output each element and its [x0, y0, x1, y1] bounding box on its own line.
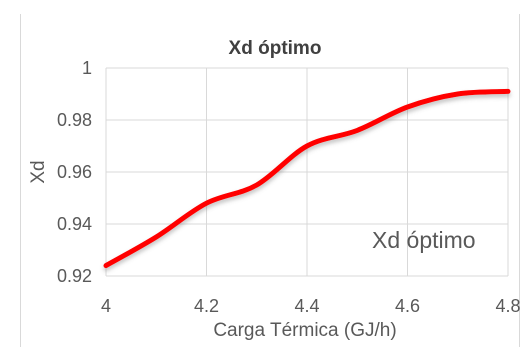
chart-frame — [20, 14, 520, 347]
series-line-xd-optimo — [103, 88, 511, 269]
y-tick-label-1: 0.98 — [57, 110, 92, 130]
x-tick-label-3: 4.6 — [395, 296, 420, 316]
x-tick-label-0: 4 — [101, 296, 111, 316]
x-tick-label-4: 4.8 — [495, 296, 520, 316]
x-tick-labels: 4 4.2 4.4 4.6 4.8 — [101, 296, 521, 316]
y-axis-label: Xd — [28, 160, 49, 183]
series-layer — [103, 88, 511, 269]
y-tick-labels: 1 0.98 0.96 0.94 0.92 — [57, 58, 92, 286]
y-tick-label-4: 0.92 — [57, 266, 92, 286]
x-tick-label-1: 4.2 — [194, 296, 219, 316]
y-tick-label-2: 0.96 — [57, 162, 92, 182]
x-axis-label: Carga Térmica (GJ/h) — [213, 320, 396, 341]
y-tick-label-3: 0.94 — [57, 214, 92, 234]
legend-label-xd-optimo: Xd óptimo — [372, 227, 476, 253]
x-tick-label-2: 4.4 — [294, 296, 319, 316]
legend: Xd óptimo — [316, 227, 476, 253]
chart-title: Xd óptimo — [229, 38, 322, 59]
y-tick-label-0: 1 — [82, 58, 92, 78]
